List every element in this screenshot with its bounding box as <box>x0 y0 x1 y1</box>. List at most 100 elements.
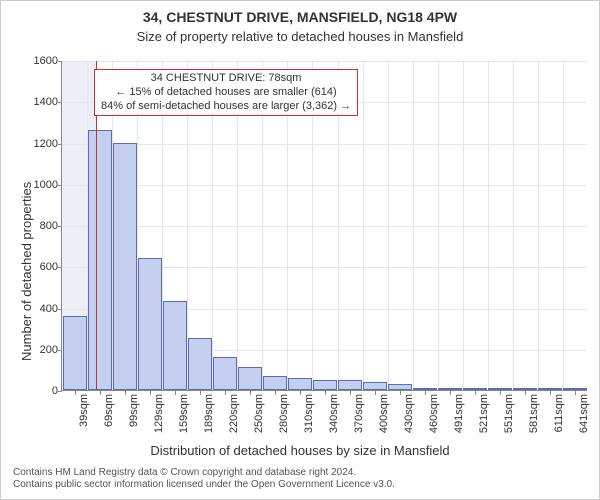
y-tick <box>58 309 62 310</box>
x-tick-label: 340sqm <box>328 394 340 433</box>
property-annotation: 34 CHESTNUT DRIVE: 78sqm ← 15% of detach… <box>94 69 358 116</box>
x-tick <box>225 391 226 395</box>
x-tick <box>350 391 351 395</box>
vertical-gridline <box>413 61 414 390</box>
y-tick <box>58 102 62 103</box>
x-tick-label: 400sqm <box>378 394 390 433</box>
x-axis-label: Distribution of detached houses by size … <box>1 443 599 458</box>
chart-frame: 34, CHESTNUT DRIVE, MANSFIELD, NG18 4PW … <box>0 0 600 500</box>
chart-title: 34, CHESTNUT DRIVE, MANSFIELD, NG18 4PW <box>1 9 599 25</box>
x-tick <box>550 391 551 395</box>
histogram-bar <box>238 367 262 390</box>
annotation-line-1: 34 CHESTNUT DRIVE: 78sqm <box>101 72 351 86</box>
x-tick-label: 310sqm <box>303 394 315 433</box>
x-tick <box>100 391 101 395</box>
histogram-bar <box>513 388 537 390</box>
histogram-bar <box>313 380 337 390</box>
x-tick-label: 581sqm <box>528 394 540 433</box>
horizontal-gridline <box>62 61 587 62</box>
vertical-gridline <box>513 61 514 390</box>
x-tick <box>400 391 401 395</box>
y-tick-label: 200 <box>40 344 58 356</box>
x-tick <box>200 391 201 395</box>
histogram-bar <box>363 382 387 390</box>
y-tick-label: 600 <box>40 261 58 273</box>
x-tick-label: 159sqm <box>178 394 190 433</box>
x-tick-label: 521sqm <box>478 394 490 433</box>
histogram-bar <box>263 376 287 390</box>
x-tick-label: 250sqm <box>253 394 265 433</box>
y-tick <box>58 144 62 145</box>
x-tick <box>325 391 326 395</box>
x-tick <box>500 391 501 395</box>
x-tick <box>175 391 176 395</box>
y-tick-label: 1200 <box>34 138 58 150</box>
y-tick <box>58 61 62 62</box>
x-tick-label: 370sqm <box>353 394 365 433</box>
vertical-gridline <box>463 61 464 390</box>
y-tick <box>58 185 62 186</box>
histogram-bar <box>538 388 562 390</box>
x-tick-label: 551sqm <box>503 394 515 433</box>
histogram-bar <box>88 130 112 390</box>
footer-line-2: Contains public sector information licen… <box>13 479 395 491</box>
horizontal-gridline <box>62 185 587 186</box>
y-tick-label: 1000 <box>34 179 58 191</box>
y-tick <box>58 226 62 227</box>
histogram-bar <box>138 258 162 390</box>
x-tick-label: 129sqm <box>153 394 165 433</box>
x-tick <box>425 391 426 395</box>
vertical-gridline <box>488 61 489 390</box>
y-axis-label: Number of detached properties <box>19 182 34 361</box>
x-tick-label: 430sqm <box>403 394 415 433</box>
x-tick <box>375 391 376 395</box>
attribution-footer: Contains HM Land Registry data © Crown c… <box>13 467 395 491</box>
vertical-gridline <box>363 61 364 390</box>
x-tick <box>525 391 526 395</box>
x-tick-label: 189sqm <box>203 394 215 433</box>
y-tick-label: 1400 <box>34 96 58 108</box>
chart-subtitle: Size of property relative to detached ho… <box>1 29 599 44</box>
y-tick-label: 1600 <box>34 55 58 67</box>
histogram-bar <box>438 388 462 390</box>
histogram-bar <box>488 388 512 390</box>
footer-line-1: Contains HM Land Registry data © Crown c… <box>13 467 395 479</box>
x-tick-label: 611sqm <box>553 394 565 432</box>
histogram-bar <box>63 316 87 390</box>
x-tick-label: 491sqm <box>453 394 465 433</box>
x-tick-label: 220sqm <box>228 394 240 433</box>
histogram-bar <box>388 384 412 390</box>
y-tick-label: 800 <box>40 220 58 232</box>
vertical-gridline <box>438 61 439 390</box>
x-tick-label: 99sqm <box>128 394 140 427</box>
vertical-gridline <box>388 61 389 390</box>
x-tick-label: 69sqm <box>103 394 115 427</box>
x-tick-label: 460sqm <box>428 394 440 433</box>
histogram-bar <box>188 338 212 390</box>
plot-area: 0200400600800100012001400160039sqm69sqm9… <box>61 61 587 391</box>
histogram-bar <box>113 143 137 391</box>
x-tick <box>250 391 251 395</box>
histogram-bar <box>563 388 587 390</box>
horizontal-gridline <box>62 226 587 227</box>
histogram-bar <box>213 357 237 390</box>
x-tick-label: 39sqm <box>78 394 90 427</box>
x-tick <box>75 391 76 395</box>
x-tick-label: 641sqm <box>578 394 590 433</box>
annotation-line-2: ← 15% of detached houses are smaller (61… <box>101 86 351 100</box>
x-tick <box>450 391 451 395</box>
histogram-bar <box>288 378 312 390</box>
x-tick <box>150 391 151 395</box>
y-tick <box>58 391 62 392</box>
x-tick <box>475 391 476 395</box>
x-tick-label: 280sqm <box>278 394 290 433</box>
y-tick <box>58 267 62 268</box>
x-tick <box>275 391 276 395</box>
histogram-bar <box>338 380 362 390</box>
vertical-gridline <box>563 61 564 390</box>
histogram-bar <box>163 301 187 390</box>
x-tick <box>575 391 576 395</box>
annotation-line-3: 84% of semi-detached houses are larger (… <box>101 100 351 114</box>
histogram-bar <box>463 388 487 390</box>
histogram-bar <box>413 388 437 390</box>
